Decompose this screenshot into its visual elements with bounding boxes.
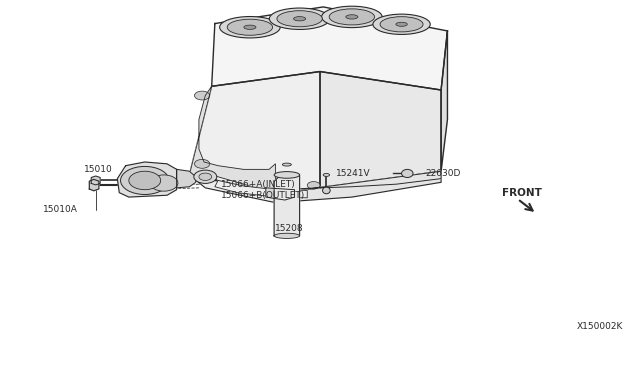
Ellipse shape (373, 14, 430, 35)
Text: 15066+A(INLET): 15066+A(INLET) (221, 180, 296, 189)
Polygon shape (441, 31, 447, 171)
Polygon shape (215, 180, 307, 198)
Text: 15010: 15010 (84, 165, 113, 174)
Text: 15066+B(OUTLET): 15066+B(OUTLET) (221, 191, 305, 200)
Ellipse shape (321, 6, 382, 28)
Circle shape (195, 160, 210, 168)
Ellipse shape (346, 15, 358, 19)
Ellipse shape (227, 19, 273, 35)
Polygon shape (117, 162, 177, 197)
Polygon shape (274, 173, 300, 236)
Text: 15010A: 15010A (43, 205, 78, 215)
Text: 15241V: 15241V (336, 169, 371, 177)
Circle shape (307, 182, 320, 189)
Polygon shape (189, 71, 320, 193)
Text: FRONT: FRONT (502, 188, 541, 198)
Circle shape (129, 171, 161, 190)
Polygon shape (266, 188, 294, 200)
Text: 22630D: 22630D (425, 169, 461, 177)
Circle shape (150, 175, 178, 191)
Circle shape (195, 91, 210, 100)
Ellipse shape (274, 233, 300, 238)
Polygon shape (189, 86, 275, 193)
Ellipse shape (396, 22, 407, 26)
Polygon shape (189, 175, 275, 203)
Ellipse shape (323, 173, 330, 176)
Polygon shape (90, 179, 99, 191)
Ellipse shape (294, 17, 306, 21)
Ellipse shape (220, 16, 280, 38)
Ellipse shape (380, 17, 423, 32)
Text: X150002K: X150002K (576, 322, 623, 331)
Ellipse shape (269, 8, 330, 29)
Ellipse shape (244, 25, 256, 29)
Circle shape (194, 170, 217, 183)
Polygon shape (212, 7, 447, 90)
Polygon shape (189, 171, 441, 193)
Ellipse shape (282, 163, 291, 166)
Polygon shape (92, 176, 100, 185)
Circle shape (120, 166, 169, 195)
Polygon shape (177, 169, 196, 188)
Polygon shape (275, 171, 441, 203)
Circle shape (199, 173, 212, 180)
Ellipse shape (274, 171, 300, 178)
Ellipse shape (277, 11, 323, 27)
Text: 15208: 15208 (275, 224, 304, 233)
Ellipse shape (401, 169, 413, 177)
Ellipse shape (329, 9, 374, 25)
Polygon shape (320, 71, 441, 188)
Ellipse shape (323, 187, 330, 194)
